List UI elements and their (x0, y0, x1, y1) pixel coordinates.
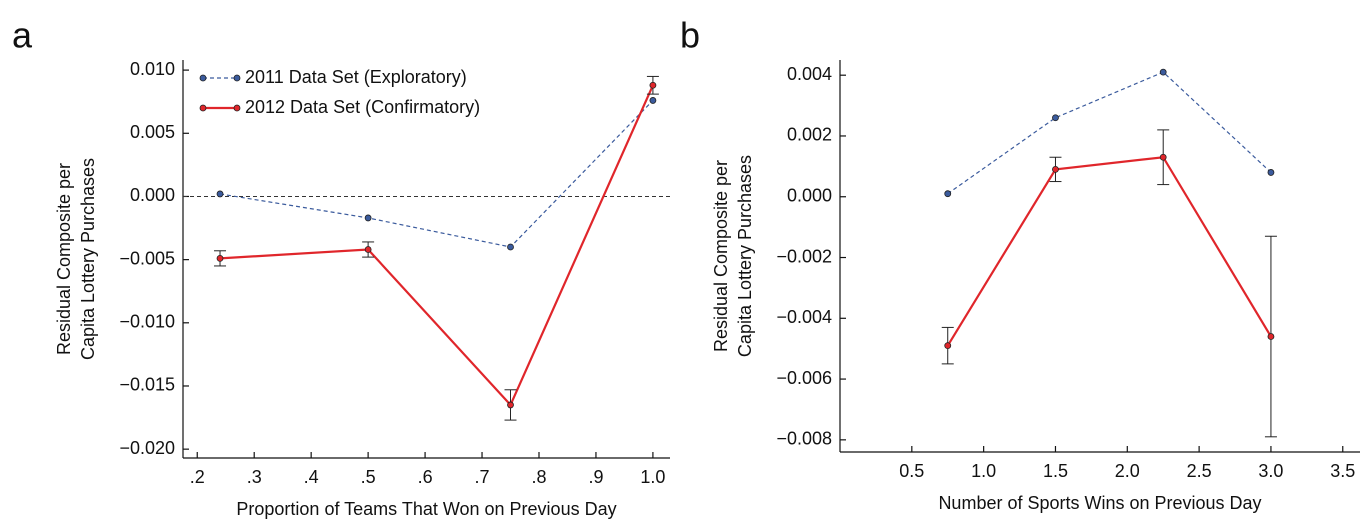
point (1052, 165, 1059, 173)
x-tick-label: 2.0 (1115, 461, 1140, 481)
legend-marker (199, 104, 207, 112)
y-tick-label: −0.020 (119, 438, 175, 458)
legend-label: 2012 Data Set (Confirmatory) (245, 97, 480, 117)
point (1267, 333, 1275, 340)
y-tick-label: −0.002 (776, 246, 832, 266)
y-tick-label: 0.000 (787, 185, 832, 205)
y-tick-label: 0.002 (787, 125, 832, 145)
legend-marker (199, 74, 207, 82)
x-tick-label: .2 (190, 467, 205, 487)
legend-label: 2011 Data Set (Exploratory) (245, 67, 467, 87)
x-tick-label: 2.5 (1187, 461, 1212, 481)
x-tick-label: .9 (588, 467, 603, 487)
y-tick-label: −0.015 (119, 375, 175, 395)
y-tick-label: −0.004 (776, 307, 832, 327)
point (649, 81, 657, 89)
legend-marker (233, 74, 241, 82)
x-tick-label: 1.0 (971, 461, 996, 481)
x-tick-label: 0.5 (899, 461, 924, 481)
y-tick-label: 0.010 (130, 59, 175, 79)
y-axis-label: Residual Composite per (54, 163, 74, 355)
point (1267, 169, 1275, 176)
point (1052, 114, 1059, 122)
x-tick-label: 1.0 (640, 467, 665, 487)
y-tick-label: 0.004 (787, 64, 832, 84)
y-tick-label: −0.010 (119, 312, 175, 332)
y-axis-label: Capita Lottery Purchases (735, 155, 755, 357)
y-tick-label: −0.006 (776, 368, 832, 388)
y-tick-label: 0.005 (130, 122, 175, 142)
panel-label: a (12, 15, 33, 56)
point (1159, 153, 1167, 161)
x-tick-label: 3.0 (1258, 461, 1283, 481)
y-tick-label: 0.000 (130, 185, 175, 205)
x-tick-label: .7 (475, 467, 490, 487)
legend-marker (233, 104, 241, 112)
y-tick-label: −0.005 (119, 248, 175, 268)
point (649, 97, 657, 104)
series-line (946, 156, 1272, 347)
point (364, 246, 372, 253)
x-tick-label: .8 (531, 467, 546, 487)
x-tick-label: 1.5 (1043, 461, 1068, 481)
point (944, 342, 952, 350)
x-tick-label: 3.5 (1330, 461, 1355, 481)
y-axis-label: Residual Composite per (711, 160, 731, 352)
y-tick-label: −0.008 (776, 429, 832, 449)
point (507, 401, 514, 409)
point (944, 190, 952, 198)
x-axis-label: Number of Sports Wins on Previous Day (938, 493, 1261, 513)
x-tick-label: .3 (247, 467, 262, 487)
x-axis-label: Proportion of Teams That Won on Previous… (236, 499, 616, 519)
x-tick-label: .6 (418, 467, 433, 487)
series-line (947, 71, 1272, 195)
panel-label: b (680, 15, 700, 56)
x-tick-label: .5 (361, 467, 376, 487)
point (216, 190, 224, 198)
series-line (219, 100, 654, 248)
y-axis-label: Capita Lottery Purchases (78, 158, 98, 360)
point (1159, 68, 1167, 76)
x-tick-label: .4 (304, 467, 319, 487)
point (216, 254, 224, 262)
point (507, 243, 514, 251)
series-line (219, 84, 654, 407)
point (364, 214, 372, 222)
